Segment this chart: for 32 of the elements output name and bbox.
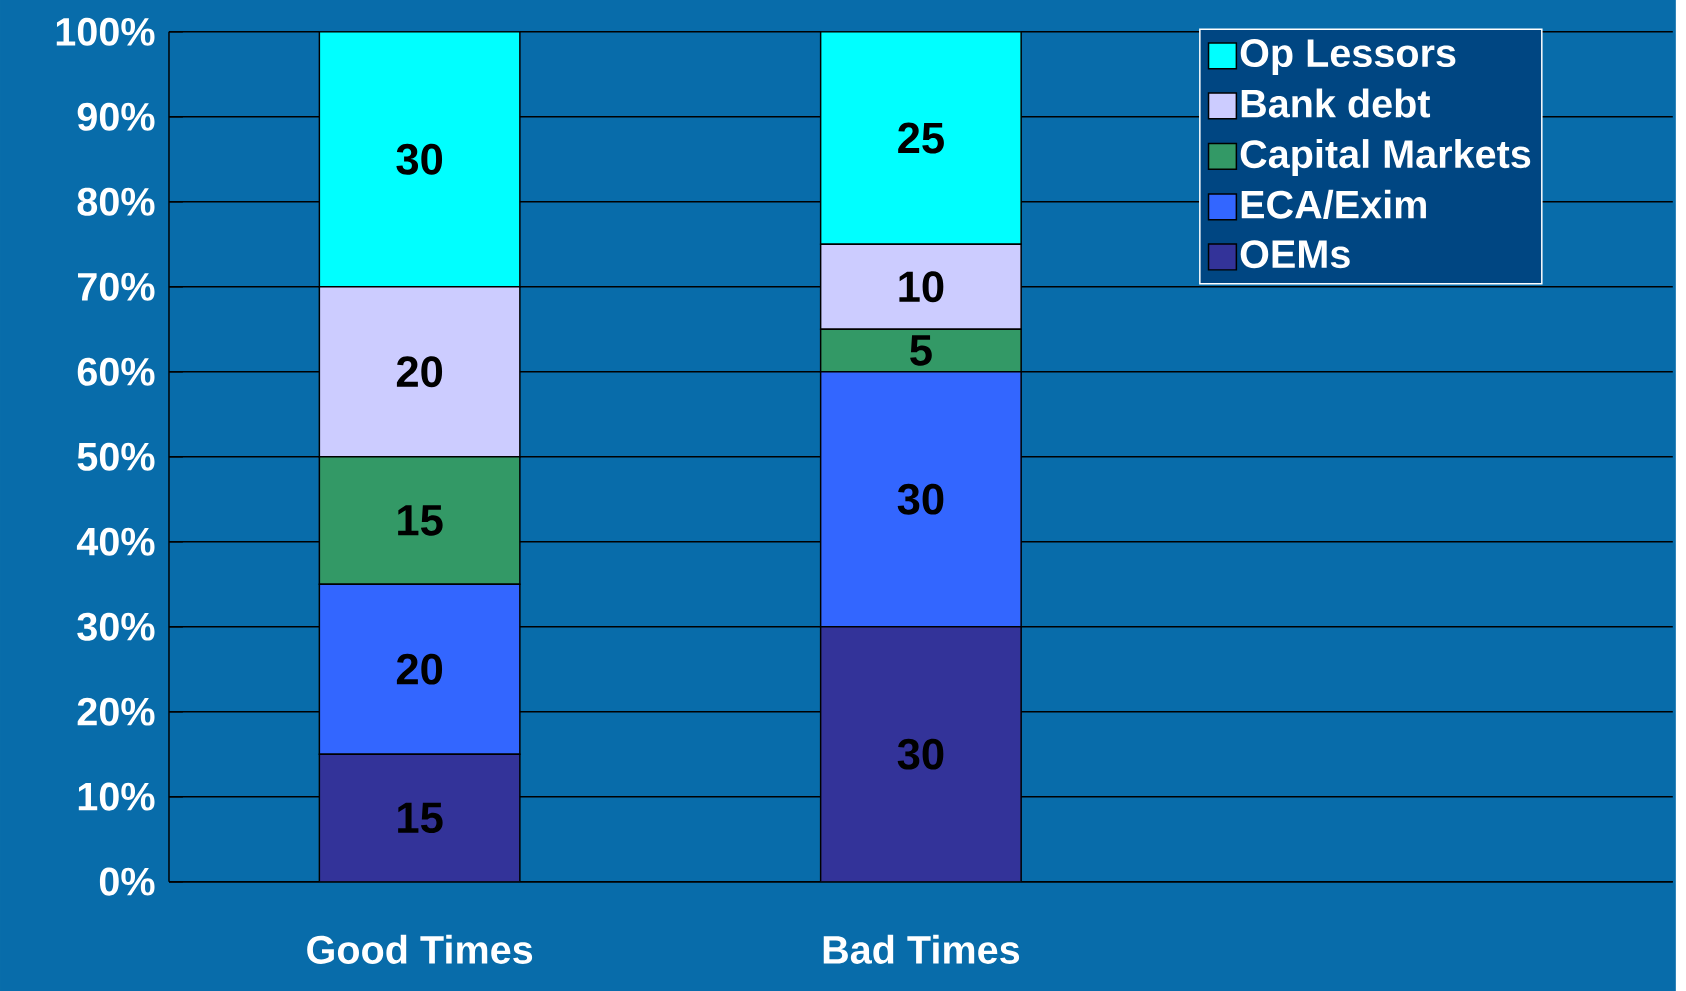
legend-label: Op Lessors <box>1240 39 1456 75</box>
data-label: 30 <box>396 143 443 175</box>
legend-label: OEMs <box>1240 240 1350 269</box>
bar <box>318 31 521 288</box>
x-tick-label: Bad Times <box>823 934 1020 964</box>
data-label: 30 <box>897 483 944 515</box>
bar <box>318 753 521 882</box>
y-tick-label: 50% <box>77 442 155 471</box>
data-label: 30 <box>897 738 944 770</box>
y-tick-label: 60% <box>77 357 155 386</box>
y-tick-label: 10% <box>78 782 155 811</box>
bar <box>819 31 1022 246</box>
legend-label: Capital Markets <box>1240 139 1531 177</box>
bar <box>819 625 1022 882</box>
y-tick-label: 20% <box>77 697 155 726</box>
data-label: 15 <box>398 505 443 536</box>
data-label: 10 <box>899 271 944 303</box>
y-tick-label: 70% <box>78 272 155 301</box>
y-tick-label: 100% <box>56 17 155 46</box>
data-label: 5 <box>910 335 932 366</box>
data-label: 25 <box>898 122 944 154</box>
legend-label: Bank debt <box>1241 88 1431 118</box>
data-label: 20 <box>396 356 443 388</box>
legend-label: ECA/Exim <box>1241 189 1426 220</box>
y-tick-label: 0% <box>99 867 155 896</box>
y-tick-label: 30% <box>77 612 155 641</box>
y-tick-label: 40% <box>76 527 155 556</box>
x-tick-label: Good Times <box>307 934 533 964</box>
y-tick-label: 80% <box>77 187 155 216</box>
y-tick-label: 90% <box>77 102 155 131</box>
data-label: 15 <box>398 802 443 834</box>
data-label: 20 <box>396 653 443 685</box>
